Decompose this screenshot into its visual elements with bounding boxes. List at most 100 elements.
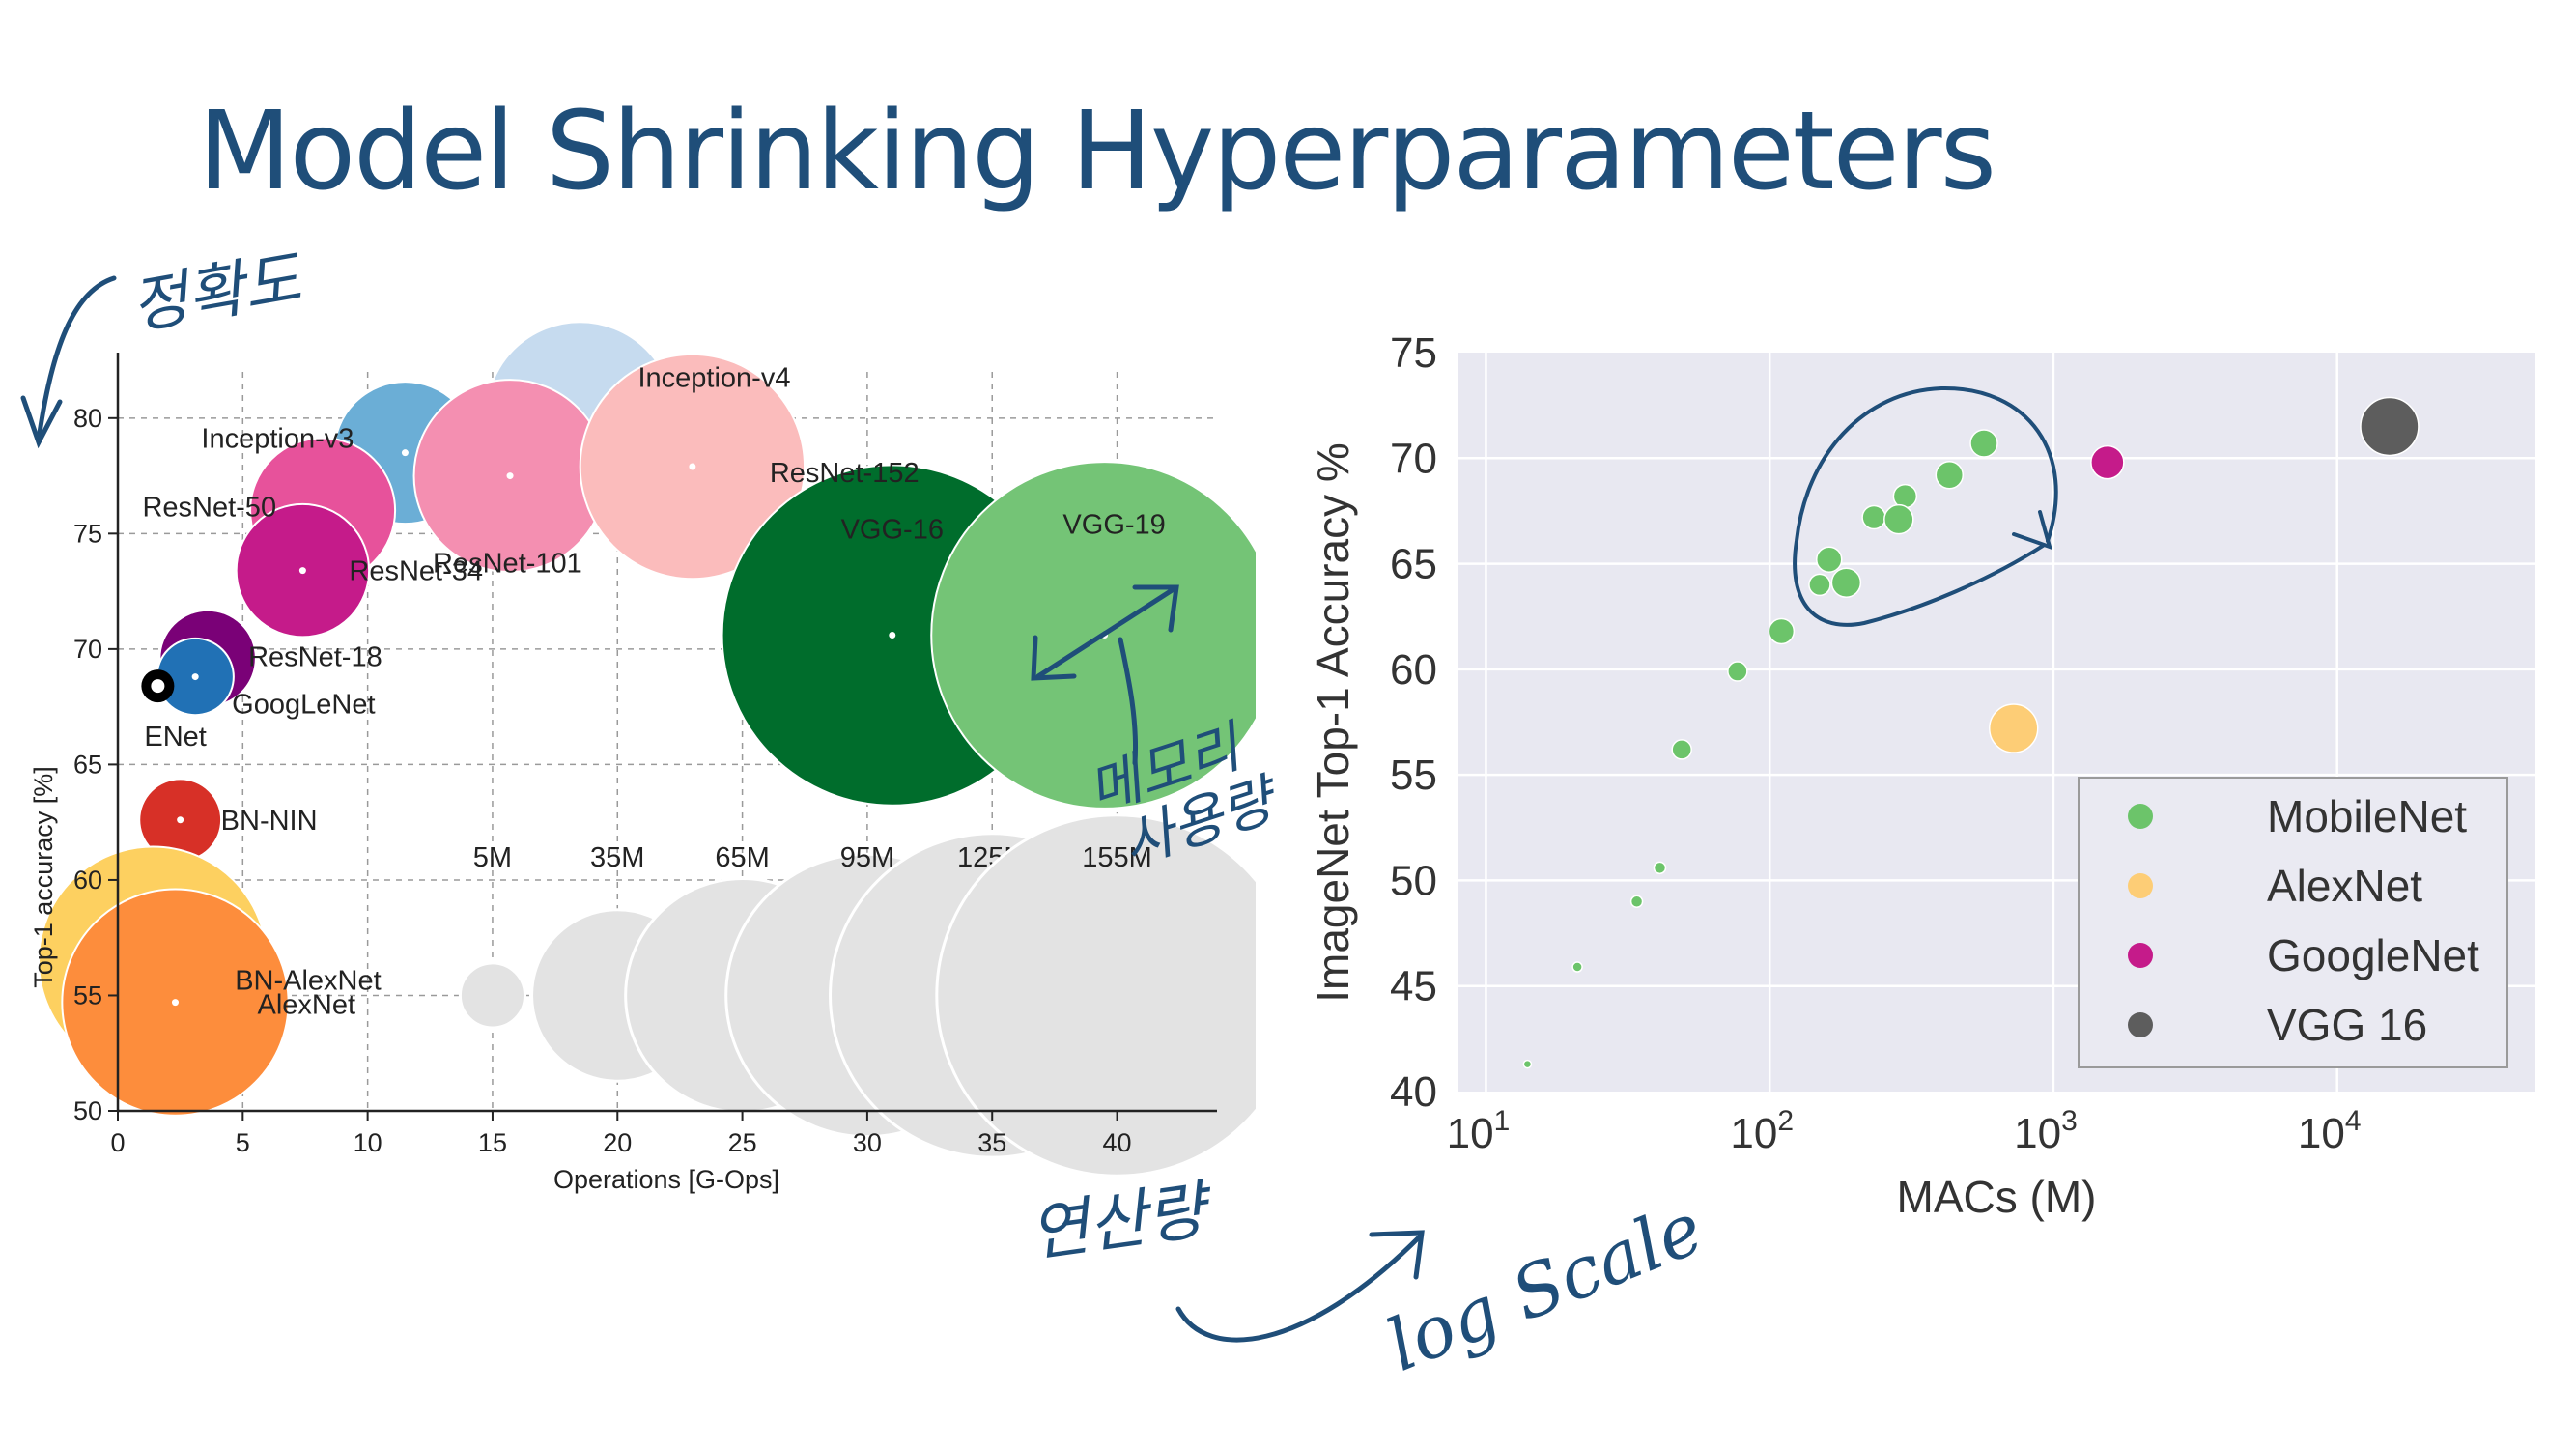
point-mobilenet — [1671, 739, 1692, 760]
point-mobilenet — [1883, 503, 1914, 535]
bubble-center-dot — [177, 816, 184, 824]
legend-label: AlexNet — [2267, 861, 2422, 911]
right-y-tick-label: 70 — [1390, 435, 1437, 482]
point-mobilenet — [1861, 504, 1886, 530]
left-x-tick-label: 10 — [354, 1128, 382, 1157]
size-legend-label: 5M — [473, 842, 512, 873]
left-chart-y-axis-label: Top-1 accuracy [%] — [29, 766, 58, 988]
left-x-tick-label: 25 — [728, 1128, 757, 1157]
point-mobilenet — [1571, 961, 1583, 973]
point-vgg-16 — [2360, 396, 2420, 457]
point-mobilenet — [1653, 861, 1667, 875]
bubble-label: VGG-16 — [841, 515, 944, 546]
bubble-center-dot — [889, 632, 896, 639]
right-y-tick-label: 40 — [1390, 1068, 1437, 1116]
left-chart-axes: 0 5 10 15 20 25 30 35 40 50 55 60 65 70 75 80 — [73, 353, 1217, 1157]
bubble-label: ResNet-101 — [433, 549, 582, 580]
right-x-tick-label: 102 — [1730, 1105, 1794, 1157]
legend-marker — [2128, 873, 2153, 898]
bubble-label: Inception-v3 — [201, 424, 354, 455]
log-scale-arrow — [1175, 1234, 1423, 1343]
bubble-label: AlexNet — [257, 990, 355, 1021]
left-x-tick-label: 15 — [478, 1128, 507, 1157]
right-y-tick-label: 50 — [1390, 857, 1437, 904]
size-legend-bubble — [935, 813, 1256, 1178]
bubble-label: ResNet-152 — [770, 458, 920, 489]
point-mobilenet — [1522, 1059, 1533, 1069]
left-x-tick-label: 30 — [853, 1128, 882, 1157]
left-y-tick-label: 50 — [73, 1096, 102, 1125]
point-mobilenet — [1830, 567, 1862, 598]
right-x-tick-label: 103 — [2014, 1105, 2078, 1157]
point-googlenet — [2090, 444, 2125, 480]
legend-label: MobileNet — [2267, 791, 2467, 841]
point-mobilenet — [1629, 895, 1644, 909]
left-y-tick-label: 80 — [73, 404, 102, 433]
left-y-tick-label: 55 — [73, 980, 102, 1009]
point-mobilenet — [1727, 661, 1748, 682]
bubble-center-dot — [506, 472, 514, 480]
point-mobilenet — [1815, 546, 1843, 573]
left-x-tick-label: 0 — [110, 1128, 125, 1157]
bubble-label: GoogLeNet — [232, 690, 375, 721]
legend-marker — [2128, 943, 2153, 968]
size-legend-label: 95M — [840, 842, 894, 873]
right-scatter-chart: 101 102 103 104 40 45 50 55 60 65 70 75 MobileNet Al… — [1308, 329, 2535, 1222]
legend-marker — [2128, 1012, 2153, 1037]
point-mobilenet — [1808, 573, 1831, 597]
right-y-tick-label: 45 — [1390, 963, 1437, 1010]
legend-label: GoogleNet — [2267, 930, 2479, 980]
right-y-tick-label: 75 — [1390, 329, 1437, 377]
legend-label: VGG 16 — [2267, 1000, 2427, 1050]
size-legend-label: 35M — [590, 842, 644, 873]
log-scale-arrow-head — [1369, 1230, 1425, 1280]
left-chart-bubbles — [38, 321, 1256, 1117]
right-chart-y-axis-label: ImageNet Top-1 Accuracy % — [1308, 442, 1358, 1003]
legend-marker — [2128, 804, 2153, 829]
left-y-tick-label: 70 — [73, 635, 102, 664]
right-y-tick-label: 60 — [1390, 646, 1437, 694]
left-chart-point-labels: Inception-v4Inception-v3ResNet-101ResNet… — [142, 362, 1165, 1020]
bubble-center-dot — [171, 999, 179, 1007]
bubble-center-dot — [298, 567, 306, 575]
bubble-center-dot — [401, 449, 409, 457]
right-y-tick-label: 65 — [1390, 541, 1437, 588]
size-legend-label: 65M — [715, 842, 769, 873]
right-y-tick-label: 55 — [1390, 752, 1437, 799]
left-y-tick-label: 65 — [73, 750, 102, 779]
left-x-tick-label: 40 — [1103, 1128, 1132, 1157]
bubble-enet-core — [151, 679, 165, 694]
size-legend-bubble — [458, 961, 526, 1030]
bubble-label: ResNet-34 — [349, 556, 483, 587]
point-mobilenet — [1768, 617, 1796, 645]
right-chart-x-axis-label: MACs (M) — [1897, 1172, 2097, 1222]
right-x-tick-label: 104 — [2298, 1105, 2362, 1157]
left-chart-x-axis-label: Operations [G-Ops] — [553, 1165, 779, 1194]
right-x-tick-label: 101 — [1447, 1105, 1511, 1157]
left-bubble-chart: 5M 35M 65M 95M 125M 155M Inception-v4Inceptio… — [29, 321, 1256, 1194]
left-chart-size-legend: 5M 35M 65M 95M 125M 155M — [458, 813, 1256, 1178]
left-x-tick-label: 20 — [603, 1128, 632, 1157]
left-y-tick-label: 60 — [73, 866, 102, 895]
bubble-center-dot — [689, 463, 696, 470]
bubble-label: ResNet-50 — [142, 492, 276, 523]
bubble-label: ResNet-18 — [248, 641, 382, 672]
bubble-label: Inception-v4 — [637, 362, 790, 393]
right-chart-ticks: 101 102 103 104 40 45 50 55 60 65 70 75 — [1390, 329, 2361, 1157]
bubble-center-dot — [191, 673, 199, 681]
slide-title: Model Shrinking Hyperparameters — [198, 89, 1996, 214]
bubble-label: ENet — [144, 722, 206, 753]
point-mobilenet — [1892, 483, 1918, 509]
left-x-tick-label: 35 — [977, 1128, 1006, 1157]
point-alexnet — [1988, 703, 2039, 753]
bubble-label: VGG-19 — [1062, 510, 1165, 541]
right-chart-legend: MobileNet AlexNet GoogleNet VGG 16 — [2078, 777, 2508, 1068]
point-mobilenet — [1969, 429, 1998, 458]
size-legend-label: 155M — [1082, 842, 1152, 873]
left-x-tick-label: 5 — [236, 1128, 250, 1157]
point-mobilenet — [1935, 461, 1965, 490]
bubble-label: BN-AlexNet — [235, 966, 382, 997]
bubble-center-dot — [1101, 632, 1109, 639]
bubble-label: BN-NIN — [221, 806, 318, 837]
left-y-tick-label: 75 — [73, 519, 102, 548]
